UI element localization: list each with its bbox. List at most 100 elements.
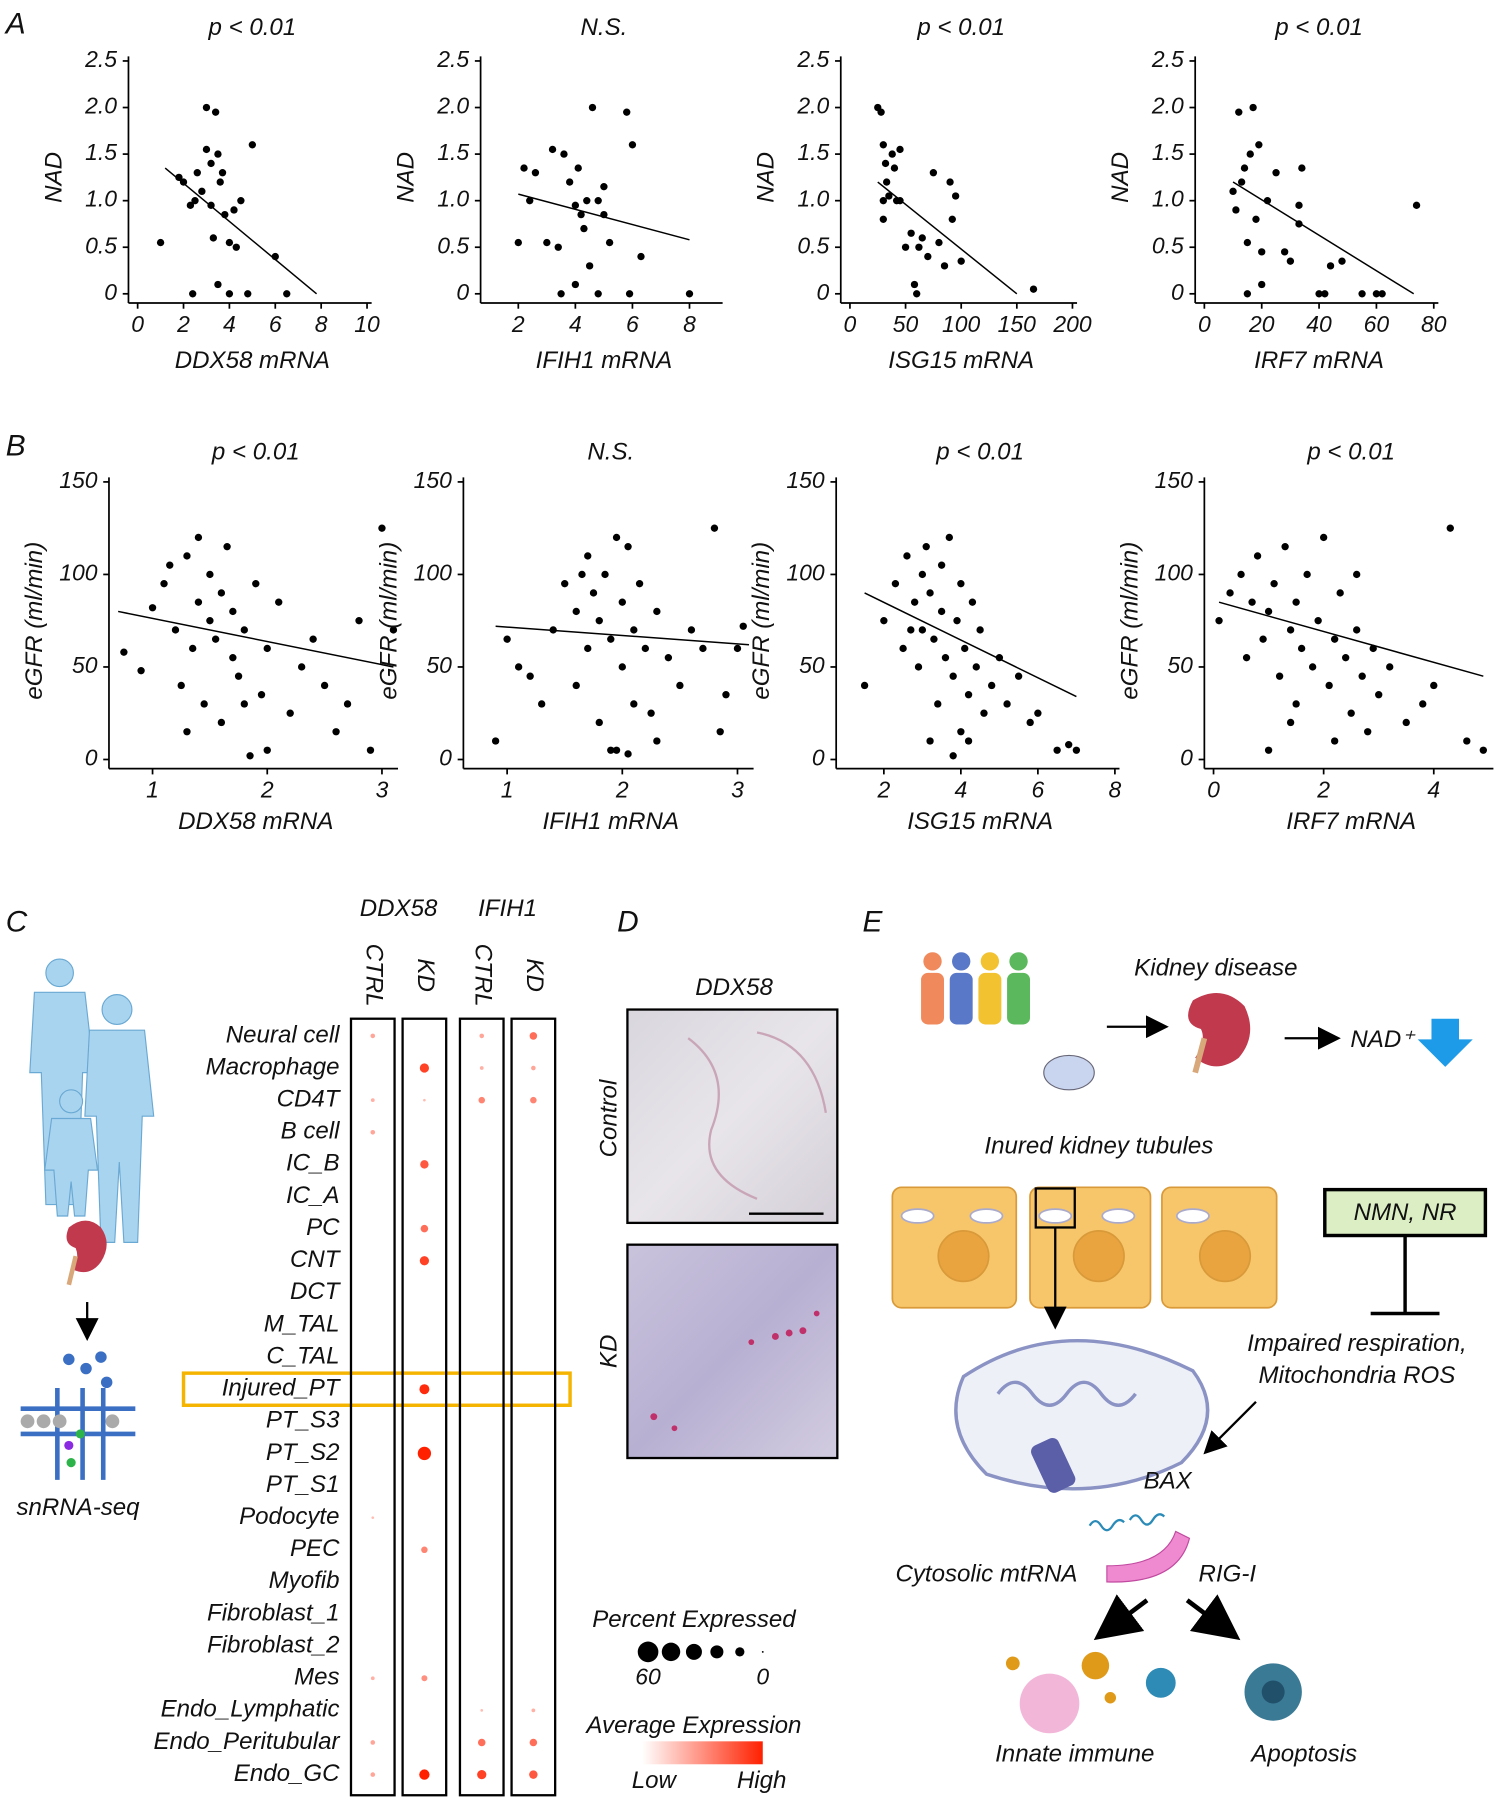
color-legend-title: Average Expression — [584, 1712, 801, 1739]
chart-title: p < 0.01 — [1306, 439, 1395, 466]
x-tick-label: 4 — [1427, 777, 1440, 803]
point — [605, 238, 614, 247]
point — [171, 626, 180, 634]
point — [1297, 644, 1306, 653]
dot — [477, 1769, 487, 1780]
point — [879, 196, 887, 205]
point — [1003, 700, 1011, 708]
condition-label: KD — [412, 958, 439, 991]
size-legend-dot — [761, 1650, 764, 1653]
point — [716, 728, 724, 736]
point — [607, 635, 615, 643]
point — [915, 243, 923, 251]
point — [1280, 248, 1289, 256]
point — [594, 196, 602, 205]
point — [366, 746, 375, 754]
point — [877, 108, 885, 116]
point — [926, 737, 934, 745]
x-tick-label: 40 — [1306, 311, 1332, 337]
x-tick-label: 0 — [844, 311, 857, 337]
point — [1321, 290, 1329, 298]
point — [148, 604, 157, 612]
dot — [479, 1033, 485, 1039]
dot — [371, 1516, 375, 1519]
point — [1292, 700, 1300, 708]
y-tick-label: 1.0 — [797, 186, 829, 212]
point — [879, 215, 887, 223]
cell-type-label: CNT — [290, 1246, 342, 1273]
dot — [419, 1063, 430, 1073]
point — [209, 234, 218, 242]
point — [664, 654, 673, 662]
point — [1353, 626, 1361, 634]
point — [557, 290, 565, 298]
y-tick-label: 150 — [59, 467, 98, 493]
point — [1364, 728, 1372, 736]
x-tick-label: 2 — [1316, 777, 1330, 803]
point — [624, 543, 632, 551]
y-tick-label: 2.0 — [436, 93, 469, 119]
point — [572, 607, 580, 616]
point — [1378, 290, 1386, 298]
tubules-label: Inured kidney tubules — [984, 1133, 1213, 1160]
y-tick-label: 1.0 — [437, 186, 469, 212]
row-label: Control — [596, 1079, 623, 1157]
point — [891, 580, 900, 588]
chart-title: p < 0.01 — [211, 439, 300, 466]
y-tick-label: 0 — [812, 745, 825, 771]
point — [332, 728, 340, 736]
y-tick-label: 2.0 — [84, 93, 117, 119]
x-tick-label: 2 — [176, 311, 190, 337]
point — [980, 709, 988, 717]
x-tick-label: 2 — [260, 777, 274, 803]
point — [937, 607, 946, 616]
point — [230, 206, 238, 214]
point — [1402, 718, 1410, 727]
point — [879, 141, 887, 149]
y-axis-label: NAD — [753, 152, 780, 203]
fit-line — [877, 181, 1018, 295]
dot — [419, 1769, 430, 1780]
point — [218, 169, 227, 177]
point — [189, 644, 197, 653]
point — [957, 257, 965, 265]
mtrna-label: Cytosolic mtRNA — [895, 1560, 1077, 1587]
y-tick-label: 0 — [456, 279, 469, 305]
point — [1463, 737, 1471, 745]
dot — [420, 1224, 429, 1233]
arrow — [1185, 1594, 1241, 1641]
size-legend-dot — [637, 1641, 659, 1663]
column-box — [349, 1017, 396, 1797]
y-tick-label: 0 — [1180, 745, 1193, 771]
cell-type-label: CD4T — [277, 1086, 342, 1113]
point — [1258, 248, 1266, 256]
x-tick-label: 2 — [876, 777, 890, 803]
point — [211, 108, 220, 116]
cell-type-label: Macrophage — [206, 1053, 340, 1080]
y-tick-label: 100 — [59, 560, 98, 586]
x-tick-label: 0 — [131, 311, 144, 337]
cell-type-label: PT_S2 — [266, 1439, 340, 1466]
dot — [477, 1738, 486, 1747]
cell-type-label: PT_S1 — [266, 1471, 340, 1498]
fit-line — [164, 167, 318, 295]
cell-type-label: IC_A — [286, 1182, 340, 1209]
point — [903, 552, 911, 560]
x-tick-label: 200 — [1052, 311, 1092, 337]
dot — [419, 1256, 430, 1266]
point — [1253, 552, 1262, 560]
cell-type-label: Endo_GC — [234, 1760, 340, 1787]
dot — [370, 1740, 376, 1745]
point — [1270, 580, 1278, 588]
point — [1264, 746, 1273, 754]
point — [1281, 543, 1289, 551]
point — [580, 224, 588, 233]
point — [389, 626, 398, 634]
point — [320, 681, 329, 690]
point — [1286, 718, 1295, 727]
point — [722, 691, 730, 699]
x-tick-label: 0 — [1207, 777, 1220, 803]
fit-line — [1218, 601, 1484, 677]
cell-type-label: IC_B — [286, 1150, 340, 1177]
point — [378, 524, 386, 532]
